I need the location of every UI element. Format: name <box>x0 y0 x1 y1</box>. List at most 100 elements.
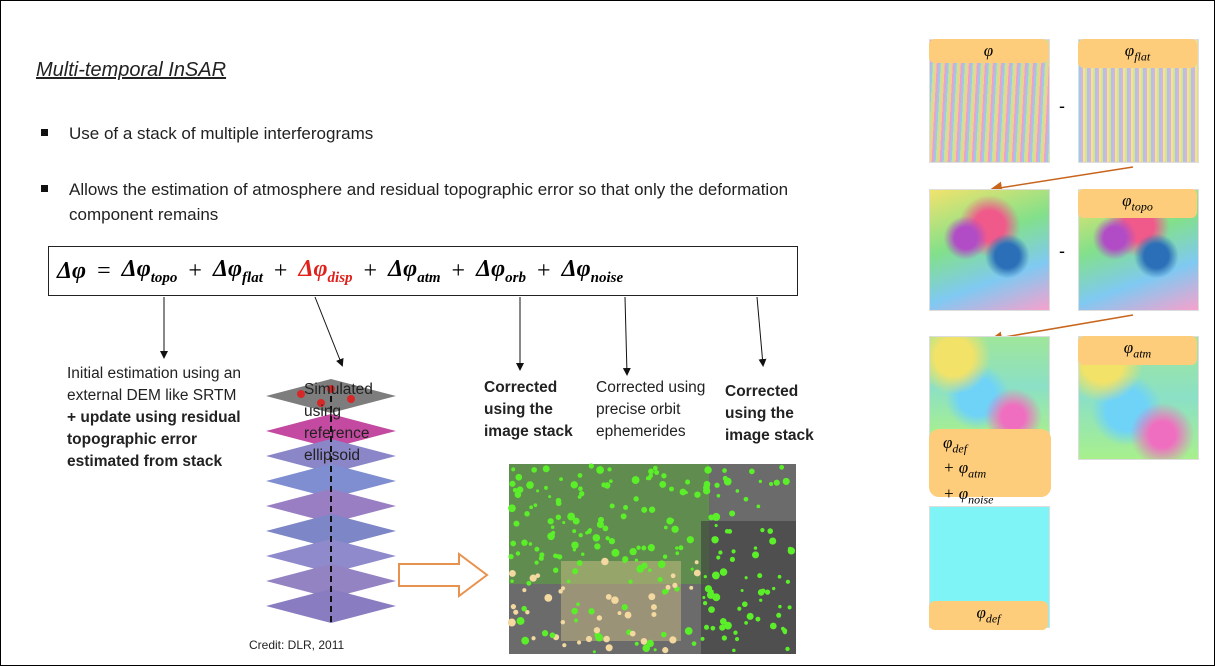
scatter-point <box>658 577 663 582</box>
scatter-point <box>710 626 715 631</box>
scatter-point <box>732 549 736 553</box>
scatter-point <box>577 640 581 644</box>
label-symbol: φ <box>1124 338 1133 357</box>
scatter-point <box>778 575 782 579</box>
scatter-point <box>629 548 636 555</box>
scatter-point <box>778 605 781 608</box>
scatter-point <box>595 634 603 642</box>
scatter-point <box>556 515 561 520</box>
scatter-point <box>539 556 544 561</box>
scatter-point <box>578 473 583 478</box>
scatter-point <box>788 547 795 554</box>
scatter-point <box>783 478 790 485</box>
scatter-point <box>694 570 701 577</box>
scatter-point <box>508 554 513 559</box>
scatter-point <box>724 478 732 486</box>
scatter-point <box>621 513 627 519</box>
scatter-point <box>786 580 790 584</box>
scatter-point <box>717 494 721 498</box>
scatter-point <box>749 469 755 475</box>
scatter-point <box>720 618 727 625</box>
scatter-point <box>635 642 639 646</box>
scatter-point <box>628 580 632 584</box>
label-symbol: φ <box>984 41 993 60</box>
scatter-point <box>732 649 736 653</box>
scatter-point <box>664 526 668 530</box>
scatter-point <box>521 637 529 645</box>
map-image <box>929 189 1050 311</box>
scatter-point <box>648 569 652 573</box>
scatter-point <box>666 585 671 590</box>
scatter-point <box>648 593 655 600</box>
scatter-point <box>659 481 666 488</box>
scatter-point <box>678 545 683 550</box>
scatter-point <box>577 560 583 566</box>
panel-label: φ <box>929 39 1048 63</box>
scatter-point <box>579 533 583 537</box>
label-line: + φnoise <box>943 484 1051 509</box>
scatter-point <box>572 529 576 533</box>
scatter-point <box>729 510 735 516</box>
scatter-point <box>754 546 757 549</box>
scatter-point <box>772 587 775 590</box>
scatter-point <box>553 568 558 573</box>
scatter-point <box>586 636 592 642</box>
scatter-point <box>594 543 600 549</box>
arrow <box>315 297 342 365</box>
scatter-point <box>571 481 578 488</box>
scatter-point <box>561 620 565 624</box>
scatter-point <box>767 528 773 534</box>
minus: - <box>1059 241 1065 262</box>
scatter-point <box>601 558 609 566</box>
scatter-point <box>593 534 601 542</box>
annotation: Corrected using the image stack <box>484 377 584 443</box>
scatter-point <box>607 467 611 471</box>
annotation: Initial estimation using an external DEM… <box>67 363 242 473</box>
scatter-point <box>785 647 789 651</box>
scatter-point <box>759 480 762 483</box>
scatter-point <box>733 631 737 635</box>
scatter-point <box>544 594 552 602</box>
label-subscript: noise <box>968 492 993 506</box>
scatter-point <box>578 486 583 491</box>
scatter-point <box>625 612 632 619</box>
scatter-point <box>747 613 754 620</box>
ps-map <box>508 463 796 654</box>
scatter-point <box>611 549 619 557</box>
scatter-point <box>695 560 699 564</box>
scatter-point <box>704 466 711 473</box>
scatter-point <box>752 551 759 558</box>
scatter-point <box>651 612 656 617</box>
scatter-point <box>651 604 657 610</box>
scatter-point <box>515 474 522 481</box>
scatter-point <box>513 610 518 615</box>
scatter-point <box>687 536 694 543</box>
scatter-point <box>535 561 539 565</box>
scatter-point <box>529 505 533 509</box>
scatter-point <box>702 596 705 599</box>
scatter-point <box>562 521 565 524</box>
scatter-point <box>704 625 709 630</box>
annotation: Simulated using reference ellipsoid <box>304 379 384 467</box>
scatter-point <box>548 518 554 524</box>
panel-label: φatm <box>1078 336 1197 365</box>
scatter-point <box>571 608 577 614</box>
scatter-point <box>758 589 765 596</box>
scatter-point <box>641 562 647 568</box>
scatter-point <box>622 604 628 610</box>
scatter-point <box>711 536 718 543</box>
scatter-point <box>531 467 537 473</box>
scatter-point <box>788 605 792 609</box>
scatter-point <box>770 623 777 630</box>
scatter-point <box>522 588 526 592</box>
scatter-point <box>760 528 764 532</box>
scatter-point <box>741 589 744 592</box>
label-subscript: flat <box>1134 49 1150 63</box>
scatter-point <box>774 480 780 486</box>
scatter-point <box>649 546 655 552</box>
scatter-point <box>509 481 515 487</box>
panel-label: φdef <box>929 601 1048 630</box>
scatter-point <box>513 521 519 527</box>
label-symbol: φ <box>959 484 968 503</box>
label-subscript: topo <box>1132 199 1153 213</box>
